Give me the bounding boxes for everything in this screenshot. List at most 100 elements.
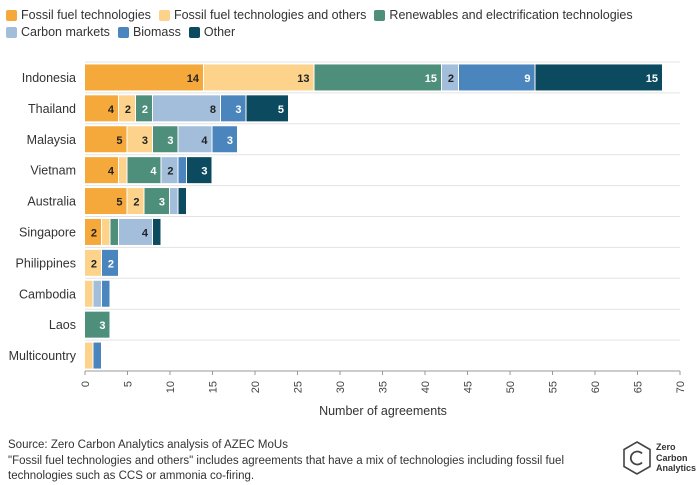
bar-segment — [85, 218, 101, 245]
x-tick-label: 45 — [463, 381, 475, 393]
x-tick-label: 20 — [250, 381, 262, 393]
bar-segment — [187, 157, 212, 184]
bar-segment — [85, 188, 127, 215]
x-tick-label: 5 — [123, 381, 135, 387]
data-label: 5 — [116, 135, 122, 147]
x-tick-label: 25 — [293, 381, 305, 393]
bar-segment — [136, 95, 152, 122]
category-labels: Indonesia Thailand Malaysia Vietnam Australi… — [9, 71, 77, 363]
data-label: 2 — [91, 227, 97, 239]
legend-item-6: Other — [188, 25, 236, 39]
logo-line-3: Analytics — [656, 463, 697, 473]
bar-segment — [93, 280, 101, 307]
bar-segment — [459, 64, 535, 91]
bar-segment — [102, 280, 110, 307]
legend-item-4: Carbon markets — [6, 25, 110, 39]
data-label: 4 — [108, 104, 115, 116]
legend-swatch — [6, 26, 17, 38]
source-note: Source: Zero Carbon Analytics analysis o… — [8, 439, 288, 451]
bar-segment — [153, 95, 220, 122]
legend-label: Other — [203, 25, 236, 39]
x-tick-label: 60 — [590, 381, 602, 393]
x-tick-label: 15 — [208, 381, 220, 393]
bar-segment — [127, 188, 144, 215]
chart-legend: Fossil fuel technologies Fossil fuel tech… — [6, 8, 676, 39]
legend-label: Carbon markets — [21, 25, 110, 39]
x-tick-label: 55 — [548, 381, 560, 393]
legend-swatch — [188, 26, 200, 38]
x-tick-label: 0 — [80, 381, 92, 387]
category-label: Indonesia — [22, 71, 76, 85]
bar-segment — [204, 64, 314, 91]
legend-swatch — [374, 9, 386, 21]
legend-swatch — [158, 9, 170, 21]
bar-segment — [85, 64, 203, 91]
bar-segment — [212, 126, 237, 153]
legend-item-3: Renewables and electrification technolog… — [374, 8, 633, 22]
x-tick-label: 70 — [675, 381, 687, 393]
bar-segment — [110, 218, 118, 245]
data-label: 3 — [142, 135, 148, 147]
data-label: 5 — [116, 197, 122, 209]
legend-label: Biomass — [132, 25, 181, 39]
data-label: 3 — [167, 135, 173, 147]
data-label: 4 — [142, 227, 149, 239]
legend-label: Fossil fuel technologies and others — [173, 8, 367, 22]
data-label: 3 — [99, 320, 105, 332]
logo-wordmark: Zero Carbon Analytics — [656, 442, 698, 474]
bar-segment — [127, 126, 152, 153]
legend-label: Fossil fuel technologies — [21, 8, 151, 22]
bar-segment — [85, 126, 127, 153]
bar-segment — [102, 249, 118, 276]
category-label: Australia — [27, 195, 76, 209]
x-axis: 0 5 10 15 20 25 30 35 40 45 50 55 60 65 70 — [80, 370, 687, 393]
legend-swatch — [117, 26, 129, 38]
x-tick-label: 65 — [633, 381, 645, 393]
category-label: Philippines — [16, 256, 76, 270]
bar-segment — [93, 342, 101, 369]
data-label: 2 — [125, 104, 131, 116]
data-label: 3 — [201, 166, 207, 178]
data-label: 9 — [524, 73, 530, 85]
data-label: 15 — [646, 73, 658, 85]
legend-item-2: Fossil fuel technologies and others — [158, 8, 367, 22]
category-label: Multicountry — [9, 349, 77, 363]
category-label: Thailand — [28, 102, 76, 116]
bar-segment — [119, 95, 135, 122]
bar-segment — [85, 280, 93, 307]
bar-segment — [535, 64, 662, 91]
data-label: 2 — [167, 166, 173, 178]
hexagon-logo-icon — [623, 441, 651, 475]
x-tick-label: 10 — [165, 381, 177, 393]
bar-segment — [442, 64, 458, 91]
x-tick-label: 30 — [335, 381, 347, 393]
data-label: 2 — [448, 73, 454, 85]
logo-line-1: Zero — [656, 442, 676, 452]
chart-footer: Source: Zero Carbon Analytics analysis o… — [8, 438, 598, 485]
bar-segment — [85, 95, 118, 122]
bar-segment — [178, 188, 186, 215]
data-label: 2 — [142, 104, 148, 116]
bar-segment — [119, 218, 152, 245]
x-axis-label: Number of agreements — [319, 404, 447, 418]
bar-segment — [153, 126, 178, 153]
data-label: 5 — [278, 104, 284, 116]
data-label: 13 — [297, 73, 309, 85]
logo-line-2: Carbon — [656, 452, 688, 463]
x-tick-label: 40 — [420, 381, 432, 393]
data-label: 2 — [91, 258, 97, 270]
bar-segment — [314, 64, 441, 91]
bar-segment — [85, 249, 101, 276]
data-label: 2 — [108, 258, 114, 270]
data-label: 4 — [150, 166, 157, 178]
category-label: Cambodia — [19, 287, 76, 301]
data-label: 2 — [133, 197, 139, 209]
category-label: Laos — [49, 318, 76, 332]
bar-segment — [246, 95, 288, 122]
x-tick-label: 35 — [378, 381, 390, 393]
bar-segment — [170, 188, 178, 215]
data-label: 4 — [108, 166, 115, 178]
category-label: Vietnam — [30, 164, 76, 178]
legend-item-1: Fossil fuel technologies — [6, 8, 151, 22]
bar-segment — [127, 157, 161, 184]
